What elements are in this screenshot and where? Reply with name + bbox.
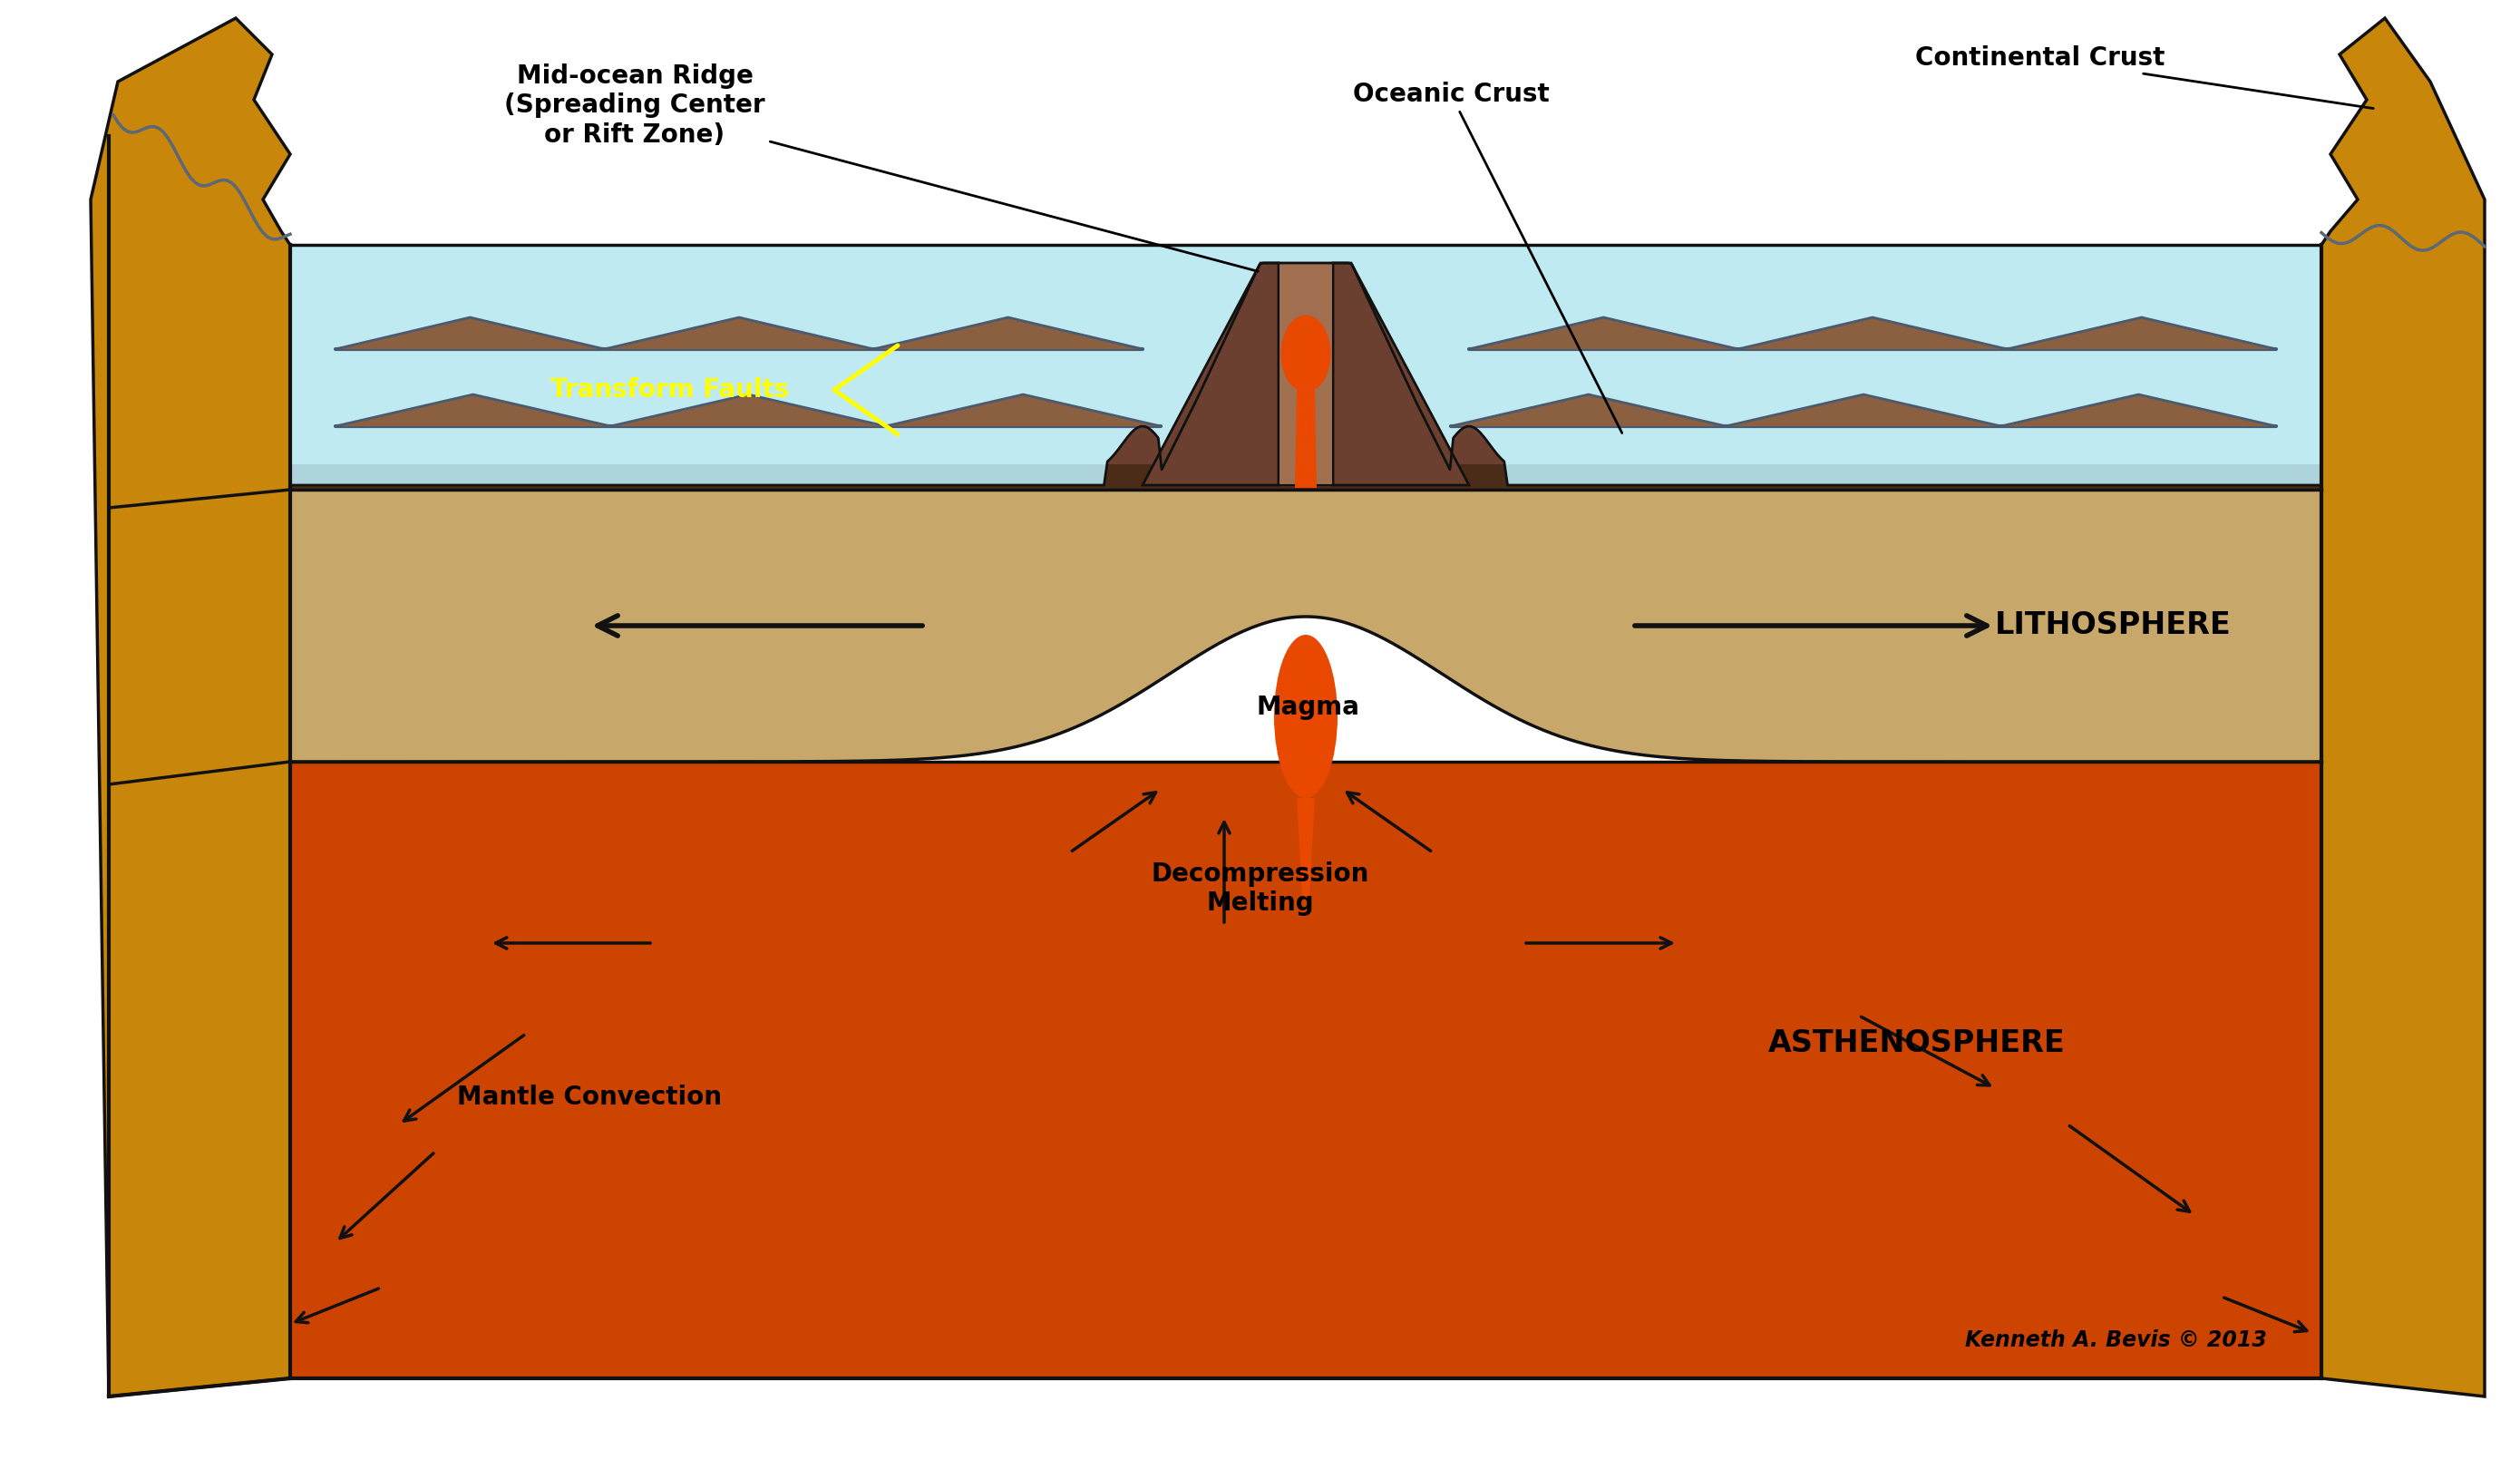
Text: Kenneth A. Bevis © 2013: Kenneth A. Bevis © 2013 (1966, 1329, 2268, 1351)
Text: Continental Crust: Continental Crust (1915, 46, 2374, 109)
Text: Magma: Magma (1255, 695, 1358, 720)
Polygon shape (108, 762, 290, 1378)
Polygon shape (252, 485, 290, 489)
Polygon shape (874, 317, 1142, 350)
Polygon shape (1726, 395, 2001, 426)
Polygon shape (605, 317, 874, 350)
Text: LITHOSPHERE: LITHOSPHERE (1996, 611, 2230, 640)
Polygon shape (290, 263, 2321, 489)
Ellipse shape (1275, 635, 1338, 798)
Polygon shape (2006, 317, 2276, 350)
Polygon shape (207, 489, 290, 762)
Polygon shape (335, 395, 610, 426)
Text: Oceanic Crust: Oceanic Crust (1353, 82, 1623, 433)
Polygon shape (1142, 263, 1278, 485)
Polygon shape (1452, 395, 1726, 426)
Polygon shape (610, 395, 885, 426)
Text: Mantle Convection: Mantle Convection (456, 1084, 721, 1111)
Polygon shape (885, 395, 1162, 426)
Polygon shape (1333, 263, 1469, 485)
Polygon shape (1278, 263, 1333, 485)
Polygon shape (2001, 395, 2276, 426)
Polygon shape (290, 762, 2321, 1378)
Polygon shape (2321, 18, 2485, 1397)
Polygon shape (91, 18, 290, 1397)
Polygon shape (290, 245, 2321, 485)
Text: Transform Faults: Transform Faults (549, 378, 789, 403)
Polygon shape (1739, 317, 2006, 350)
Polygon shape (1295, 389, 1315, 488)
Polygon shape (335, 317, 605, 350)
Text: Decompression
Melting: Decompression Melting (1152, 861, 1368, 917)
Text: Mid-ocean Ridge
(Spreading Center
or Rift Zone): Mid-ocean Ridge (Spreading Center or Rif… (504, 63, 1257, 272)
Polygon shape (290, 464, 2321, 489)
Polygon shape (1298, 798, 1315, 898)
Ellipse shape (1280, 316, 1331, 392)
Text: ASTHENOSPHERE: ASTHENOSPHERE (1769, 1028, 2066, 1058)
Polygon shape (1469, 317, 1739, 350)
Polygon shape (290, 489, 2321, 762)
